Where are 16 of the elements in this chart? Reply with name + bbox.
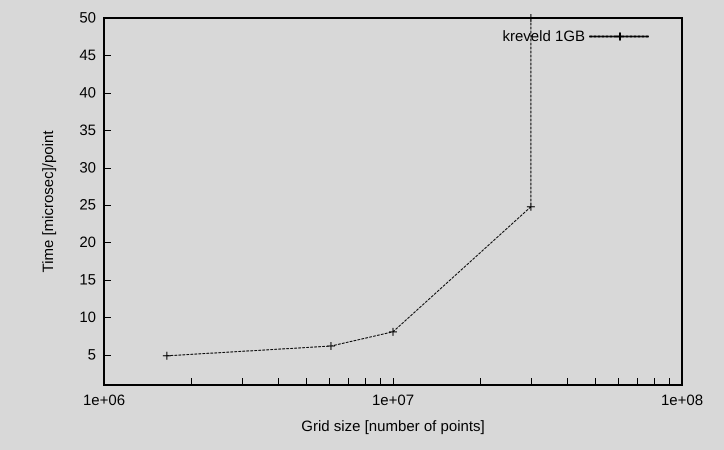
- y-axis-title: Time [microsec]/point: [40, 130, 57, 272]
- y-tick-label: 40: [79, 84, 96, 102]
- x-axis-title: Grid size [number of points]: [301, 418, 485, 435]
- y-tick-label: 25: [79, 196, 96, 214]
- y-tick-label: 50: [79, 10, 96, 26]
- y-tick-label: 10: [79, 309, 96, 326]
- x-tick-label: 1e+06: [82, 392, 126, 409]
- x-tick-label: 1e+08: [660, 392, 704, 409]
- y-tick-label: 15: [79, 272, 96, 289]
- x-tick-label: 1e+07: [372, 392, 414, 409]
- y-tick-label: 5: [88, 346, 96, 364]
- legend-label: kreveld 1GB: [502, 28, 585, 45]
- y-tick-label: 35: [79, 122, 96, 139]
- y-tick-label: 20: [79, 234, 96, 252]
- y-tick-label: 30: [79, 159, 96, 176]
- y-tick-label: 45: [79, 46, 96, 64]
